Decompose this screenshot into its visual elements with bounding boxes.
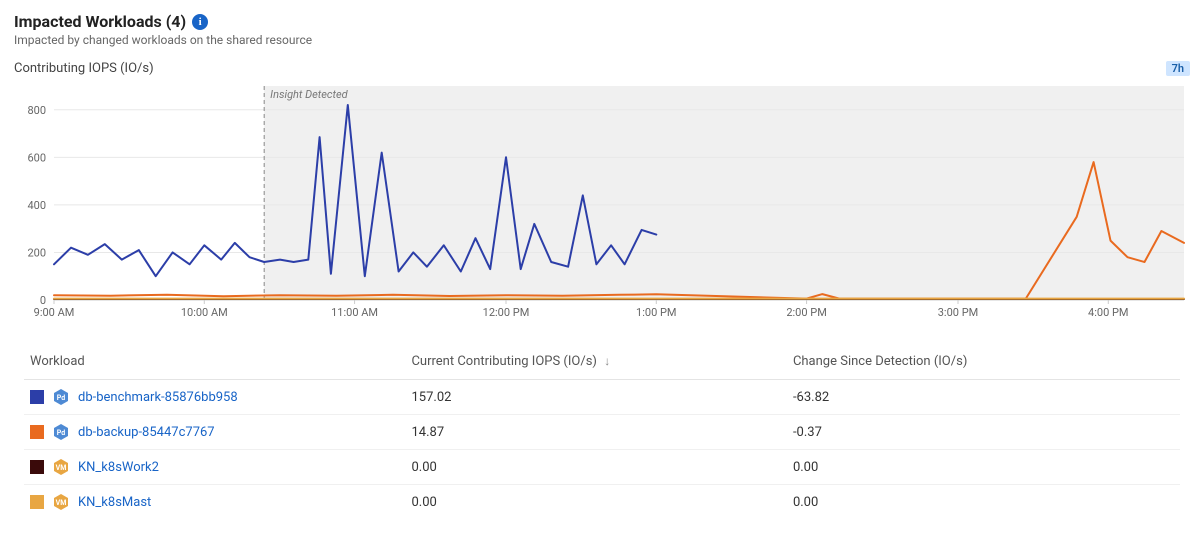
change-cell: 0.00 <box>787 450 1180 485</box>
col-header-workload[interactable]: Workload <box>24 344 405 380</box>
series-color-swatch <box>30 460 44 474</box>
vm-icon: VM <box>52 458 70 476</box>
iops-cell: 0.00 <box>405 485 786 520</box>
iops-chart: 02004006008009:00 AM10:00 AM11:00 AM12:0… <box>14 80 1190 326</box>
info-icon[interactable]: i <box>192 14 208 30</box>
svg-text:Pd: Pd <box>57 394 65 402</box>
col-header-workload-text: Workload <box>30 354 85 369</box>
svg-text:2:00 PM: 2:00 PM <box>786 306 826 319</box>
svg-text:400: 400 <box>27 199 46 212</box>
svg-text:VM: VM <box>56 499 67 507</box>
workload-cell: Pd db-benchmark-85876bb958 <box>24 380 405 415</box>
chart-container: 02004006008009:00 AM10:00 AM11:00 AM12:0… <box>14 80 1190 326</box>
col-header-iops[interactable]: Current Contributing IOPS (IO/s) ↓ <box>405 344 786 380</box>
change-cell: -0.37 <box>787 415 1180 450</box>
workload-table-container: Workload Current Contributing IOPS (IO/s… <box>14 344 1190 519</box>
sort-down-icon: ↓ <box>604 354 610 368</box>
page-title: Impacted Workloads (4) <box>14 12 186 31</box>
svg-text:12:00 PM: 12:00 PM <box>483 306 530 319</box>
svg-text:VM: VM <box>56 464 67 472</box>
chart-y-label: Contributing IOPS (IO/s) <box>14 61 154 76</box>
series-color-swatch <box>30 390 44 404</box>
col-header-iops-text: Current Contributing IOPS (IO/s) <box>411 354 596 369</box>
iops-cell: 14.87 <box>405 415 786 450</box>
svg-text:1:00 PM: 1:00 PM <box>636 306 676 319</box>
vm-icon: VM <box>52 493 70 511</box>
change-cell: -63.82 <box>787 380 1180 415</box>
pod-icon: Pd <box>52 388 70 406</box>
svg-text:4:00 PM: 4:00 PM <box>1088 306 1128 319</box>
time-range-badge[interactable]: 7h <box>1166 61 1190 76</box>
series-color-swatch <box>30 425 44 439</box>
page-subtitle: Impacted by changed workloads on the sha… <box>14 33 1190 47</box>
svg-text:800: 800 <box>27 104 46 117</box>
iops-cell: 157.02 <box>405 380 786 415</box>
chart-header: Contributing IOPS (IO/s) 7h <box>14 61 1190 76</box>
svg-text:Pd: Pd <box>57 429 65 437</box>
svg-text:10:00 AM: 10:00 AM <box>181 306 228 319</box>
svg-text:3:00 PM: 3:00 PM <box>938 306 978 319</box>
workload-link[interactable]: KN_k8sWork2 <box>78 460 159 475</box>
svg-text:9:00 AM: 9:00 AM <box>34 306 75 319</box>
series-color-swatch <box>30 495 44 509</box>
workload-table: Workload Current Contributing IOPS (IO/s… <box>24 344 1180 519</box>
workload-cell: VM KN_k8sWork2 <box>24 450 405 485</box>
svg-text:200: 200 <box>27 246 46 259</box>
change-cell: 0.00 <box>787 485 1180 520</box>
workload-link[interactable]: KN_k8sMast <box>78 495 151 510</box>
table-row: Pd db-backup-85447c7767 14.87-0.37 <box>24 415 1180 450</box>
workload-cell: VM KN_k8sMast <box>24 485 405 520</box>
table-row: VM KN_k8sMast 0.000.00 <box>24 485 1180 520</box>
workload-link[interactable]: db-benchmark-85876bb958 <box>78 390 238 405</box>
iops-cell: 0.00 <box>405 450 786 485</box>
table-row: VM KN_k8sWork2 0.000.00 <box>24 450 1180 485</box>
table-row: Pd db-benchmark-85876bb958 157.02-63.82 <box>24 380 1180 415</box>
pod-icon: Pd <box>52 423 70 441</box>
col-header-change-text: Change Since Detection (IO/s) <box>793 354 967 369</box>
workload-link[interactable]: db-backup-85447c7767 <box>78 425 215 440</box>
svg-text:600: 600 <box>27 151 46 164</box>
svg-text:11:00 AM: 11:00 AM <box>331 306 378 319</box>
svg-text:Insight Detected: Insight Detected <box>270 88 348 101</box>
workload-cell: Pd db-backup-85447c7767 <box>24 415 405 450</box>
col-header-change[interactable]: Change Since Detection (IO/s) <box>787 344 1180 380</box>
page-header: Impacted Workloads (4) i <box>14 12 1190 31</box>
